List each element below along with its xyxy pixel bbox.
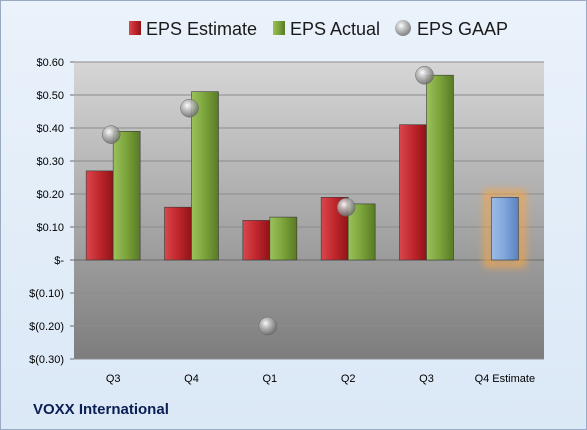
bar-eps-actual	[269, 216, 298, 261]
legend-label-gaap: EPS GAAP	[417, 19, 508, 39]
legend-item-gaap: EPS GAAP	[395, 19, 508, 39]
bar-eps-actual	[112, 131, 141, 261]
bar-eps-estimate	[491, 197, 519, 261]
y-axis: $0.60 $0.50 $0.40 $0.30 $0.20 $0.10 $- $(0.10) $…	[29, 57, 74, 366]
bar-eps-estimate	[85, 170, 114, 261]
y-tick-label: $0.40	[36, 123, 64, 135]
gridlines	[74, 61, 544, 360]
marker-eps-gaap	[180, 98, 199, 118]
marker-eps-gaap	[415, 65, 434, 85]
y-tick-label: $0.10	[36, 222, 64, 234]
gaap-markers	[101, 65, 434, 336]
legend-swatch-actual	[273, 21, 285, 35]
legend-swatch-estimate	[129, 21, 141, 35]
marker-eps-gaap	[336, 197, 356, 217]
x-tick-label: Q4 Estimate	[475, 373, 536, 385]
bar-eps-estimate	[399, 124, 427, 261]
x-tick-label: Q2	[341, 373, 356, 385]
marker-eps-gaap	[258, 316, 278, 336]
x-tick-label: Q3	[106, 373, 121, 385]
legend: EPS Estimate EPS Actual EPS GAAP	[129, 19, 508, 39]
bar-eps-actual	[191, 91, 219, 261]
legend-label-actual: EPS Actual	[290, 19, 380, 39]
y-tick-label: $(0.10)	[29, 288, 64, 300]
x-tick-label: Q1	[262, 373, 277, 385]
bar-eps-estimate	[164, 206, 192, 261]
legend-item-actual: EPS Actual	[273, 19, 380, 39]
y-tick-label: $(0.20)	[29, 321, 64, 333]
legend-label-estimate: EPS Estimate	[146, 19, 257, 39]
y-tick-label: $0.30	[36, 156, 64, 168]
y-tick-label: $0.60	[36, 57, 64, 69]
plot-area	[74, 62, 544, 359]
marker-eps-gaap	[101, 125, 121, 144]
legend-item-estimate: EPS Estimate	[129, 19, 257, 39]
x-tick-label: Q4	[184, 373, 199, 385]
x-axis: Q3 Q4 Q1 Q2 Q3 Q4 Estimate	[106, 373, 535, 385]
y-tick-label: $0.50	[36, 90, 64, 102]
y-tick-label: $(0.30)	[29, 354, 64, 366]
legend-swatch-gaap	[395, 20, 411, 36]
y-tick-label: $-	[54, 255, 64, 267]
bar-eps-estimate	[242, 220, 271, 261]
estimate-highlight-glow	[484, 190, 526, 267]
bar-eps-actual	[426, 74, 454, 261]
bars	[85, 74, 526, 267]
y-tick-label: $0.20	[36, 189, 64, 201]
company-name: VOXX International	[33, 401, 169, 418]
x-tick-label: Q3	[419, 373, 434, 385]
